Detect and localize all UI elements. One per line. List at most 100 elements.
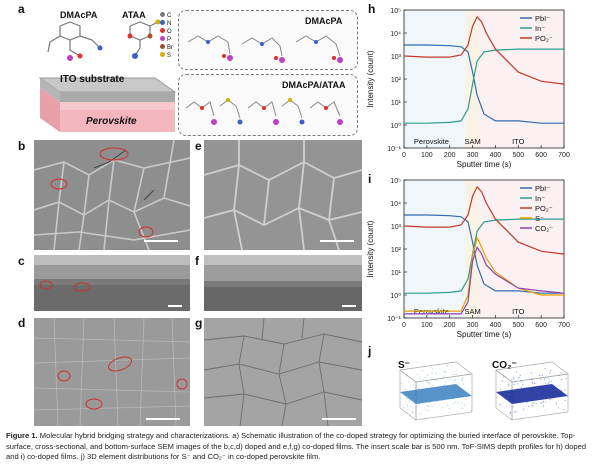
region-perovskite xyxy=(404,180,466,318)
tof-sims-chart-i: 10⁻¹ 10⁰ 10¹ 10² 10³ 10⁴ 10⁵ 0 100 200 300 400 500 60… xyxy=(366,178,570,339)
x-tick-label: 0 xyxy=(402,152,406,159)
element-legend: C N O P Br S xyxy=(160,12,180,60)
sem-f-cross-section-codoped xyxy=(204,255,362,311)
scale-bar xyxy=(144,240,178,242)
region-ito xyxy=(479,180,564,318)
y-tick-label: 10⁰ xyxy=(390,122,401,130)
region-label: SAM xyxy=(464,137,480,146)
sem-e-top-surface-codoped xyxy=(204,140,362,250)
y-tick-label: 10⁴ xyxy=(390,31,401,38)
3d-distribution-co2 xyxy=(495,361,569,421)
legend-dot xyxy=(160,52,165,57)
legend-dot xyxy=(160,36,165,41)
panel-label-a: a xyxy=(18,2,25,16)
dmacpa-ataa-box-title: DMAcPA/ATAA xyxy=(282,80,346,90)
x-tick-label: 200 xyxy=(444,322,456,329)
legend-label: S⁻ xyxy=(535,214,544,223)
x-axis-label: Sputter time (s) xyxy=(457,330,512,339)
region-perovskite xyxy=(404,10,466,148)
molecule-label-dmacpa: DMAcPA xyxy=(60,10,98,20)
legend-dot xyxy=(160,20,165,25)
legend-label: In⁻ xyxy=(535,194,545,203)
dmacpa-box-title: DMAcPA xyxy=(305,16,343,26)
legend-label: PbI⁻ xyxy=(535,14,550,23)
perovskite-label: Perovskite xyxy=(86,116,137,127)
y-tick-label: 10¹ xyxy=(391,100,402,107)
sem-d-bottom-surface-doped xyxy=(34,318,190,426)
panel-label-b: b xyxy=(18,139,26,153)
y-axis-label: Intensity (count) xyxy=(366,220,375,277)
panel-label-j: j xyxy=(368,344,372,358)
x-tick-label: 0 xyxy=(402,322,406,329)
legend-text: P xyxy=(167,37,172,43)
x-tick-label: 600 xyxy=(535,322,547,329)
dmacpa-molecule xyxy=(47,21,101,57)
sem-b-top-surface-doped xyxy=(34,140,190,250)
series-line-po xyxy=(403,185,565,255)
region-sam xyxy=(465,180,480,318)
caption-text: Molecular hybrid bridging strategy and c… xyxy=(6,431,587,462)
series-line-in xyxy=(404,218,564,294)
ito-perovskite-stack xyxy=(38,77,177,132)
panel-label-e: e xyxy=(195,139,202,153)
3d-distribution-s xyxy=(399,361,473,421)
tof-sims-chart-h: 10⁻¹ 10⁰ 10¹ 10² 10³ 10⁴ 10⁵ 0 100 200 300 400 500 60… xyxy=(366,8,570,169)
legend-dot xyxy=(160,28,165,33)
y-tick-label: 10⁻¹ xyxy=(387,146,401,153)
x-tick-label: 500 xyxy=(512,152,524,159)
dmacpa-ataa-molecules-row xyxy=(185,98,343,125)
legend-item-c: C xyxy=(160,12,180,20)
scale-bar xyxy=(322,418,356,420)
x-tick-label: 400 xyxy=(490,152,502,159)
scale-bar xyxy=(342,305,356,307)
region-label: SAM xyxy=(464,307,480,316)
figure-caption: Figure 1. Molecular hybrid bridging stra… xyxy=(6,431,594,463)
scale-bar xyxy=(146,418,180,420)
legend-item-o: O xyxy=(160,28,180,36)
series-line-po xyxy=(403,15,565,85)
legend-item-n: N xyxy=(160,20,180,28)
molecule-structures xyxy=(47,19,161,61)
y-tick-label: 10² xyxy=(391,247,402,254)
legend-text: S xyxy=(167,53,172,59)
scale-bar xyxy=(168,305,182,307)
sem-g-bottom-surface-codoped xyxy=(204,318,362,426)
y-tick-label: 10¹ xyxy=(391,270,402,277)
y-tick-label: 10⁵ xyxy=(390,178,401,185)
s-distribution-label: S⁻ xyxy=(398,360,410,371)
y-tick-label: 10⁰ xyxy=(390,292,401,300)
y-tick-label: 10⁵ xyxy=(390,8,401,15)
legend-text: C xyxy=(167,13,172,19)
series-line-co xyxy=(404,245,565,315)
x-axis-label: Sputter time (s) xyxy=(457,160,512,169)
legend-label: CO₂⁻ xyxy=(535,224,553,233)
legend-dot xyxy=(160,44,165,49)
x-tick-label: 300 xyxy=(467,152,479,159)
legend-text: O xyxy=(167,29,172,35)
x-tick-label: 200 xyxy=(444,152,456,159)
x-tick-label: 100 xyxy=(421,152,433,159)
ito-substrate-label: ITO substrate xyxy=(60,74,125,85)
region-ito xyxy=(479,10,564,148)
region-label: Perovskite xyxy=(414,137,449,146)
x-tick-label: 300 xyxy=(467,322,479,329)
y-tick-label: 10⁻¹ xyxy=(387,316,401,323)
x-tick-label: 400 xyxy=(490,322,502,329)
y-tick-label: 10⁴ xyxy=(390,201,401,208)
legend-item-br: Br xyxy=(160,44,180,52)
ataa-molecule xyxy=(129,21,159,57)
scale-bar xyxy=(320,240,354,242)
molecule-label-ataa: ATAA xyxy=(122,10,146,20)
legend-text: N xyxy=(167,21,172,27)
region-label: ITO xyxy=(512,307,525,316)
panel-label-d: d xyxy=(18,316,26,330)
legend-label: PO₂⁻ xyxy=(535,34,553,43)
legend-label: PO₂⁻ xyxy=(535,204,553,213)
legend-item-p: P xyxy=(160,36,180,44)
legend-label: In⁻ xyxy=(535,24,545,33)
x-tick-label: 100 xyxy=(421,322,433,329)
region-sam xyxy=(465,10,480,148)
panel-label-i: i xyxy=(368,172,372,186)
legend-label: PbI⁻ xyxy=(535,184,550,193)
panel-label-g: g xyxy=(195,316,203,330)
